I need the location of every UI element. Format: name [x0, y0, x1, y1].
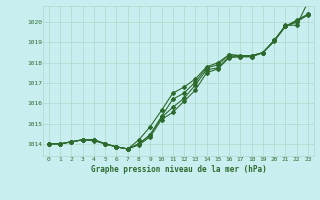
X-axis label: Graphe pression niveau de la mer (hPa): Graphe pression niveau de la mer (hPa) [91, 165, 266, 174]
